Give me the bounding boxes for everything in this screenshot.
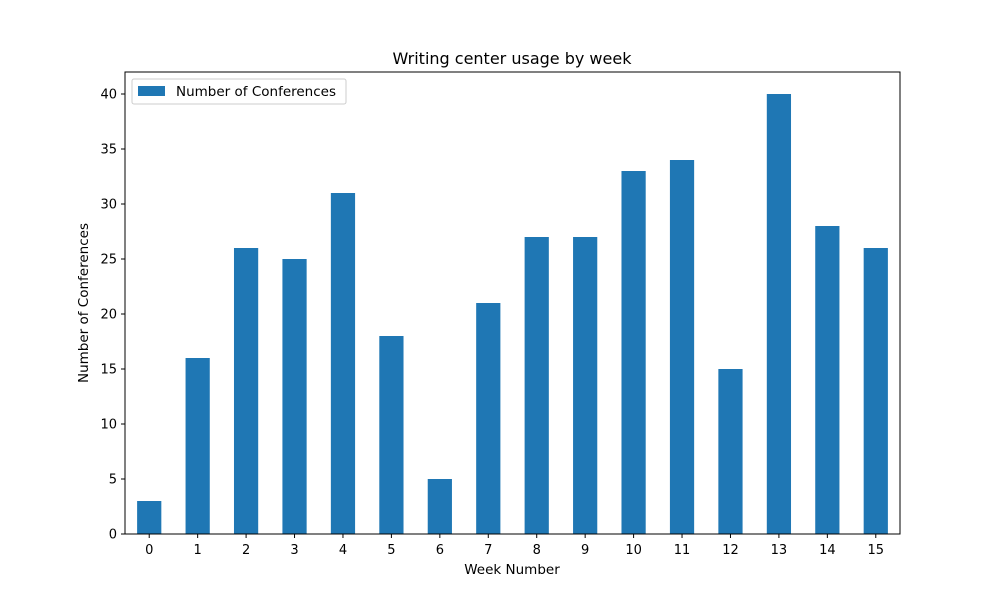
x-tick-label: 15 [868, 543, 885, 558]
legend-swatch [138, 86, 165, 96]
y-tick-label: 30 [100, 198, 117, 213]
y-tick-label: 10 [100, 418, 117, 433]
plot-frame [124, 71, 901, 535]
x-axis-ticks: 0 1 2 3 4 5 6 7 8 9 10 11 12 13 14 15 [145, 534, 884, 558]
x-tick-label: 3 [290, 543, 298, 558]
bar-week-2 [233, 248, 259, 534]
bar-week-13 [766, 94, 792, 534]
legend-label: Number of Conferences [176, 84, 336, 100]
x-axis-label: Week Number [464, 562, 560, 578]
y-axis-ticks: 0 5 10 15 20 25 30 35 40 [100, 88, 125, 543]
x-tick-label: 6 [436, 543, 444, 558]
bar-week-10 [621, 171, 646, 534]
x-tick-label: 14 [819, 543, 836, 558]
y-axis-label: Number of Conferences [76, 223, 92, 383]
legend: Number of Conferences [131, 78, 347, 105]
bar-week-3 [282, 259, 307, 534]
x-tick-label: 7 [484, 543, 492, 558]
bars-layer [137, 94, 888, 534]
bar-week-5 [379, 336, 404, 534]
bar-week-0 [137, 501, 162, 534]
bar-week-8 [524, 237, 549, 534]
x-tick-label: 11 [674, 543, 691, 558]
bar-week-6 [427, 479, 452, 534]
x-tick-label: 8 [533, 543, 541, 558]
bar-week-12 [718, 369, 743, 534]
bar-week-14 [815, 226, 840, 534]
y-tick-label: 15 [100, 363, 117, 378]
x-tick-label: 1 [194, 543, 202, 558]
bar-week-15 [863, 248, 888, 534]
x-tick-label: 2 [242, 543, 250, 558]
y-tick-label: 25 [100, 253, 117, 268]
y-tick-label: 40 [100, 88, 117, 103]
bar-week-7 [476, 303, 501, 534]
y-tick-label: 35 [100, 143, 117, 158]
legend-box [131, 78, 347, 105]
x-tick-label: 13 [771, 543, 788, 558]
x-tick-label: 12 [722, 543, 739, 558]
y-tick-label: 0 [109, 528, 117, 543]
y-tick-label: 5 [109, 473, 117, 488]
bar-week-9 [573, 237, 598, 534]
chart-title: Writing center usage by week [393, 49, 633, 68]
x-tick-label: 9 [581, 543, 589, 558]
bar-week-1 [185, 358, 210, 534]
y-tick-label: 20 [100, 308, 117, 323]
bar-week-4 [330, 193, 356, 534]
x-tick-label: 10 [625, 543, 642, 558]
x-tick-label: 4 [339, 543, 347, 558]
bar-week-11 [669, 160, 695, 534]
x-tick-label: 5 [387, 543, 395, 558]
x-tick-label: 0 [145, 543, 153, 558]
